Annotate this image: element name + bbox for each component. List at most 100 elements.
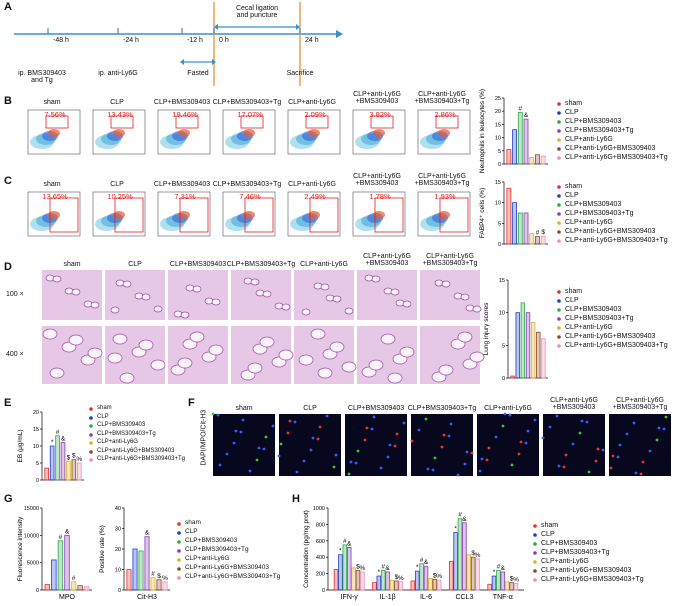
nucleus — [426, 467, 430, 471]
nucleus — [248, 469, 252, 473]
y-tick-label: 0 — [502, 376, 505, 382]
legend-label: CLP+BMS309403+Tg — [565, 210, 634, 217]
nucleus — [311, 436, 315, 440]
column-label: CLP — [128, 260, 142, 268]
bar — [504, 581, 510, 591]
nucleus — [625, 432, 629, 436]
cell-cloud — [308, 211, 320, 219]
chart: 0 5 10 15 20 25 Neutrophils in leukocytes (%) #… — [479, 89, 548, 173]
nucleus — [316, 437, 320, 441]
legend-label: sham — [565, 100, 583, 107]
legend-marker — [89, 441, 93, 445]
alveolus — [301, 308, 311, 316]
significance-mark: * — [51, 439, 54, 446]
alveolus — [262, 290, 272, 298]
legend-marker — [557, 239, 561, 243]
column-label: CLP+anti-Ly6G — [484, 404, 532, 412]
flow-plot — [222, 109, 276, 155]
gate — [179, 197, 209, 233]
flow-plot — [417, 109, 471, 155]
nucleus — [585, 420, 589, 424]
nucleus — [648, 449, 652, 453]
legend-marker — [557, 147, 561, 151]
bar — [76, 462, 82, 481]
nucleus — [325, 414, 329, 418]
bar — [536, 331, 541, 379]
flow-plot — [157, 109, 211, 155]
alveolus — [71, 288, 81, 296]
nucleus — [657, 426, 661, 430]
bar — [360, 571, 365, 591]
alveolus — [192, 285, 202, 293]
legend-marker — [177, 576, 181, 580]
significance-mark: & — [524, 112, 529, 119]
y-tick-label: 0 — [118, 588, 121, 594]
alveolus — [341, 361, 357, 373]
x-tick-label: TNF-α — [493, 594, 513, 601]
legend-marker — [533, 578, 537, 582]
gate-percent: 13.65% — [42, 192, 68, 201]
bar — [49, 445, 55, 481]
bar — [436, 579, 442, 591]
nucleus — [587, 470, 591, 474]
nucleus — [334, 453, 338, 457]
legend-label: CLP+BMS309403 — [565, 118, 622, 125]
chart: 0 5 10 15 Lung injury scores — [483, 278, 548, 382]
legend-marker — [557, 326, 561, 330]
y-tick-label: 30 — [115, 527, 121, 533]
gate — [305, 115, 329, 129]
column-label: CLP+anti-Ly6G +BMS309403 — [550, 397, 598, 412]
nucleus — [485, 458, 489, 462]
legend-marker — [533, 551, 537, 555]
bar — [509, 582, 514, 591]
bar — [510, 375, 515, 379]
y-tick-label: 20 — [495, 109, 501, 115]
legend-marker — [177, 531, 181, 535]
gate-percent: 7.46% — [239, 192, 261, 201]
gate-percent: 1.78% — [369, 192, 391, 201]
legend-marker — [177, 549, 181, 553]
cell-cloud — [373, 211, 385, 219]
bar — [487, 583, 492, 591]
alveolus — [332, 295, 342, 303]
arrow-head — [180, 59, 216, 65]
timeline-note: Fasted — [187, 70, 209, 77]
significance-mark: # — [59, 534, 63, 541]
nucleus — [365, 426, 369, 430]
alveolus — [49, 367, 65, 379]
y-tick-label: 40 — [115, 506, 121, 512]
legend-marker — [89, 449, 93, 454]
bar — [500, 571, 506, 591]
nucleus — [393, 444, 397, 448]
legend-marker — [89, 407, 93, 411]
gate-percent: 2.86% — [434, 110, 456, 119]
legend-label: CLP+anti-Ly6G+BMS309403+Tg — [541, 576, 644, 583]
alveolus — [189, 331, 205, 343]
y-axis-label: Lung injury scores — [483, 302, 490, 355]
panel-label: B — [4, 95, 12, 107]
bar — [419, 563, 424, 591]
legend-marker — [557, 290, 561, 294]
bar — [512, 129, 517, 165]
y-tick-label: 0 — [36, 588, 39, 594]
flow-plot — [287, 109, 341, 155]
timeline-note: Sacrifice — [286, 70, 314, 77]
nucleus — [533, 418, 537, 422]
field — [609, 414, 671, 476]
nucleus — [433, 456, 437, 460]
legend-marker — [89, 415, 93, 420]
legend-marker — [533, 533, 537, 537]
histology-image — [168, 326, 228, 384]
nucleus — [262, 447, 266, 451]
bar — [150, 577, 156, 591]
bar — [394, 580, 399, 591]
legend-marker — [557, 156, 561, 160]
bar — [389, 579, 395, 591]
significance-mark: $ — [471, 550, 475, 557]
bar — [535, 154, 540, 165]
significance-mark: $ — [67, 454, 71, 461]
histology-image — [42, 326, 103, 384]
column-label: CLP+anti-Ly6G — [288, 180, 336, 188]
y-tick-label: 200 — [316, 572, 325, 578]
column-label: CLP+BMS309403+Tg — [407, 404, 477, 412]
